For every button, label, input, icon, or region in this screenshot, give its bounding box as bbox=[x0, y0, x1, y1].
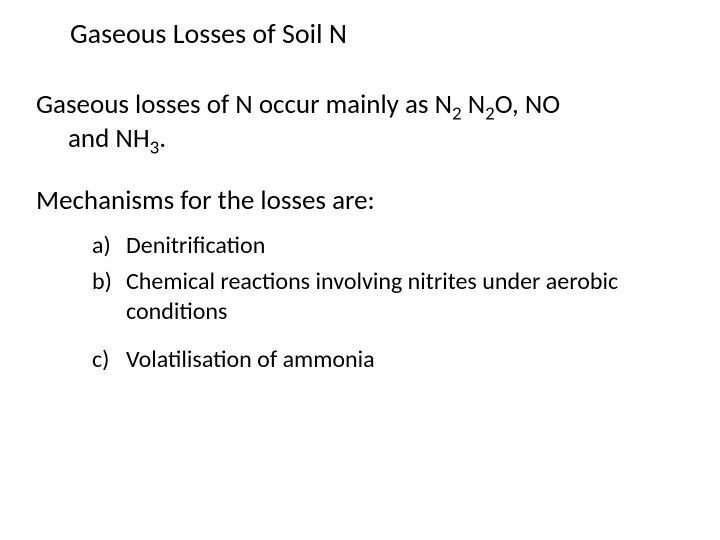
list-item: b) Chemical reactions involving nitrites… bbox=[92, 267, 676, 327]
intro-text: and NH bbox=[68, 122, 150, 155]
intro-line2: and NH3. bbox=[36, 122, 676, 156]
list-item: c) Volatilisation of ammonia bbox=[92, 345, 676, 375]
intro-paragraph: Gaseous losses of N occur mainly as N2 N… bbox=[36, 88, 676, 156]
intro-text: . bbox=[159, 122, 166, 155]
list-marker-a: a) bbox=[92, 231, 111, 261]
list-marker-b: b) bbox=[92, 267, 112, 297]
intro-text: N bbox=[462, 88, 486, 121]
list-marker-c: c) bbox=[92, 345, 109, 375]
mechanisms-list: a) Denitrification b) Chemical reactions… bbox=[36, 231, 676, 375]
subscript-n2: 2 bbox=[452, 102, 462, 125]
list-item: a) Denitrification bbox=[92, 231, 676, 261]
list-text-c: Volatilisation of ammonia bbox=[126, 345, 375, 374]
list-text-a: Denitrification bbox=[126, 231, 265, 260]
intro-text: Gaseous losses of N occur mainly as N bbox=[36, 88, 452, 121]
mechanisms-heading: Mechanisms for the losses are: bbox=[36, 184, 676, 218]
slide-body: Gaseous losses of N occur mainly as N2 N… bbox=[36, 88, 676, 381]
subscript-n2o: 2 bbox=[485, 102, 495, 125]
slide: Gaseous Losses of Soil N Gaseous losses … bbox=[0, 0, 720, 540]
intro-text: O, NO bbox=[495, 88, 560, 121]
subscript-nh3: 3 bbox=[150, 136, 160, 159]
list-text-b: Chemical reactions involving nitrites un… bbox=[126, 267, 618, 326]
slide-title: Gaseous Losses of Soil N bbox=[70, 16, 347, 51]
